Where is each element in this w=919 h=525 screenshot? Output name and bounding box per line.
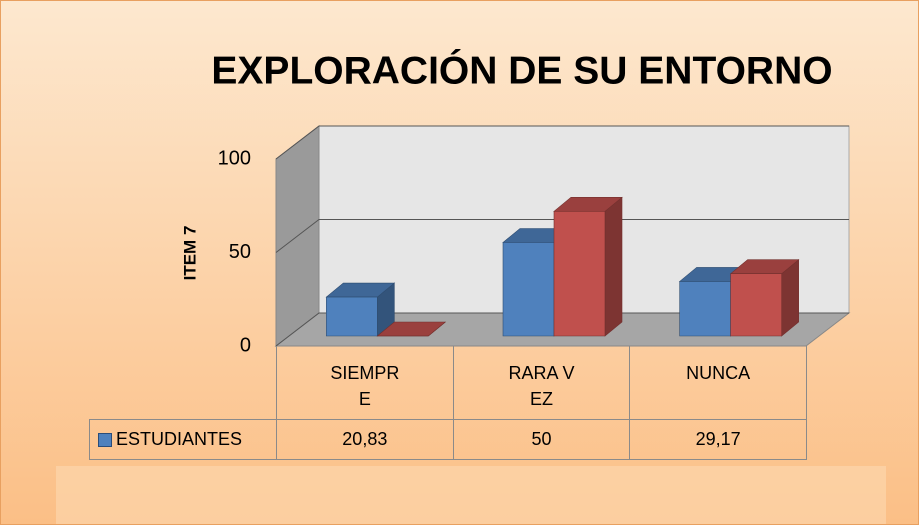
bar-side (604, 196, 623, 337)
x-tick-label-text: RARA VEZ (508, 363, 575, 409)
plot-footer (56, 466, 886, 524)
grid-line (275, 125, 849, 160)
data-table-value: 29,17 (629, 419, 807, 460)
y-tick-label: 100 (218, 147, 251, 169)
data-table-value: 50 (452, 419, 631, 460)
grid-line (275, 312, 849, 347)
legend-swatch (98, 432, 112, 447)
data-table-value: 20,83 (276, 419, 454, 460)
x-tick-label: SIEMPRE (276, 346, 454, 420)
bar (553, 196, 623, 337)
bar-front (326, 296, 378, 337)
grid-line (275, 219, 849, 253)
y-axis-label: ITEM 7 (180, 226, 199, 281)
bar-front (553, 211, 606, 337)
x-tick-label-text: NUNCA (686, 363, 751, 383)
legend-item: ESTUDIANTES (89, 419, 277, 460)
x-tick-label-text: SIEMPRE (330, 363, 400, 409)
x-tick-label: NUNCA (629, 346, 807, 420)
bar (376, 321, 447, 337)
bar-front (679, 281, 731, 337)
bar (325, 282, 396, 337)
x-tick-label: RARA VEZ (452, 346, 631, 420)
chart-title: EXPLORACIÓN DE SU ENTORNO (211, 48, 832, 92)
bar (729, 259, 800, 337)
data-table-value-text: 50 (531, 429, 552, 449)
y-tick-label: 0 (240, 334, 251, 356)
bar-front (730, 273, 782, 337)
legend-label: ESTUDIANTES (116, 429, 243, 449)
data-table-value-text: 29,17 (695, 429, 741, 449)
data-table-value-text: 20,83 (342, 429, 388, 449)
y-tick-label: 50 (229, 241, 251, 263)
bar-front (502, 242, 555, 337)
